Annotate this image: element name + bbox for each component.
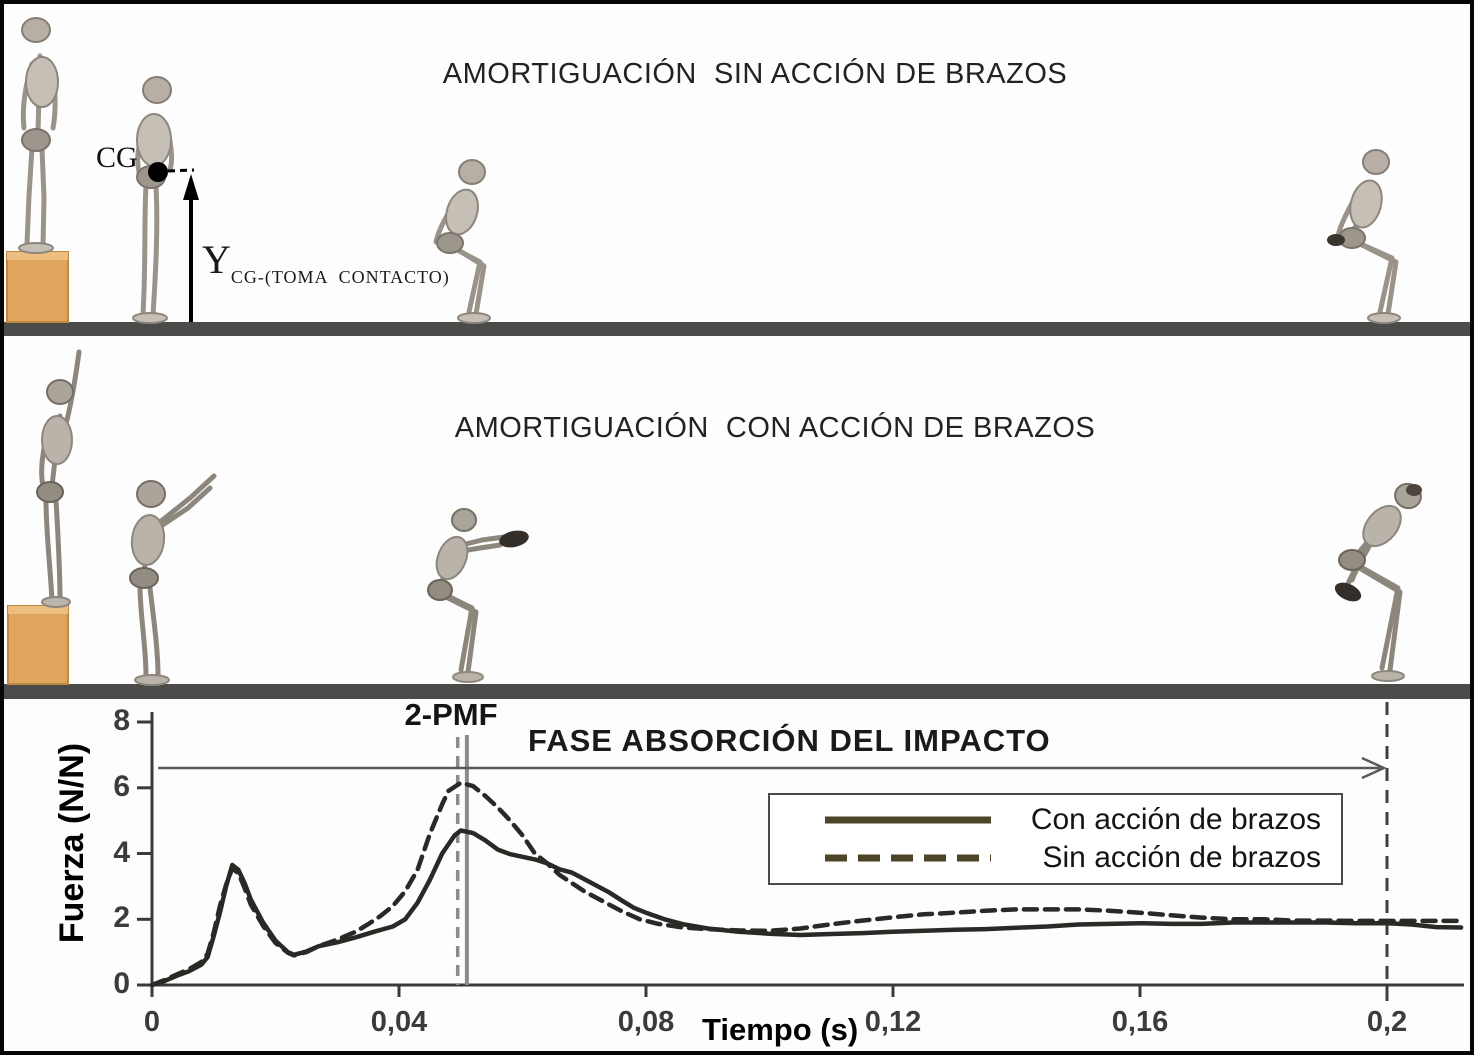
hand-disc-icon xyxy=(499,530,529,548)
skeleton-crouch-arms-forward-icon xyxy=(427,508,529,683)
x-tick-label: 0,08 xyxy=(617,1006,675,1038)
up-arrowhead-icon xyxy=(183,174,199,200)
x-tick-label: 0,12 xyxy=(864,1006,922,1038)
middle-panel-title: AMORTIGUACIÓN CON ACCIÓN DE BRAZOS xyxy=(454,412,1096,444)
ycg-subscript: CG-(TOMA CONTACTO) xyxy=(230,267,450,287)
legend-label-con: Con acción de brazos xyxy=(1030,803,1321,836)
wooden-box-top xyxy=(6,251,69,323)
x-tick-label: 0,16 xyxy=(1111,1006,1169,1038)
ycg-height-label: YCG-(TOMA CONTACTO) xyxy=(202,236,450,287)
legend-label-sin: Sin acción de brazos xyxy=(1042,841,1322,874)
skeleton-standing-on-box-top-icon xyxy=(18,17,59,254)
x-tick-label: 0,04 xyxy=(370,1006,428,1038)
legend-dashed-line-icon xyxy=(825,854,991,862)
x-axis-title: Tiempo (s) xyxy=(702,1012,859,1047)
legend-row-con: Con acción de brazos xyxy=(770,802,1341,838)
skeleton-half-squat-top-icon xyxy=(433,159,491,324)
x-tick-label: 0 xyxy=(143,1006,161,1038)
y-tick-label: 0 xyxy=(113,967,130,1000)
cg-annotation-arrow xyxy=(148,162,199,322)
skeleton-standing-arms-forward-icon xyxy=(129,473,217,686)
y-tick-label: 6 xyxy=(113,769,130,803)
chart-annotation-lines xyxy=(158,702,1389,1008)
x-tick-label: 0,2 xyxy=(1366,1006,1408,1038)
cg-dot-icon xyxy=(148,162,168,182)
curve-sin-brazos xyxy=(149,780,1464,988)
legend-row-sin: Sin acción de brazos xyxy=(770,840,1341,876)
y-tick-label: 4 xyxy=(113,835,130,869)
chart-legend: Con acción de brazos Sin acción de brazo… xyxy=(768,793,1343,885)
skeleton-on-box-arm-up-icon xyxy=(36,349,82,608)
top-panel-title: AMORTIGUACIÓN SIN ACCIÓN DE BRAZOS xyxy=(442,58,1068,90)
chart-curves xyxy=(149,780,1464,988)
ground-bar-middle-panel xyxy=(4,684,1470,699)
skeleton-deep-crouch-icon xyxy=(1334,482,1422,682)
impact-phase-label: FASE ABSORCIÓN DEL IMPACTO xyxy=(528,723,1051,758)
right-arrowhead-icon xyxy=(1361,756,1387,780)
legend-solid-line-icon xyxy=(825,816,991,824)
ycg-symbol: Y xyxy=(202,237,231,282)
y-tick-label: 8 xyxy=(113,704,130,737)
y-tick-label: 2 xyxy=(113,901,130,935)
skeleton-squat-top-icon xyxy=(1327,149,1401,324)
hand-paddle-icon xyxy=(1334,582,1362,602)
pmf-annotation-label: 2-PMF xyxy=(404,697,498,732)
skeleton-standing-contact-icon xyxy=(132,76,175,324)
wooden-box-middle xyxy=(7,605,69,685)
cg-label: CG xyxy=(96,141,138,174)
chart-axes xyxy=(140,712,1464,987)
ground-bar-top-panel xyxy=(4,322,1470,336)
